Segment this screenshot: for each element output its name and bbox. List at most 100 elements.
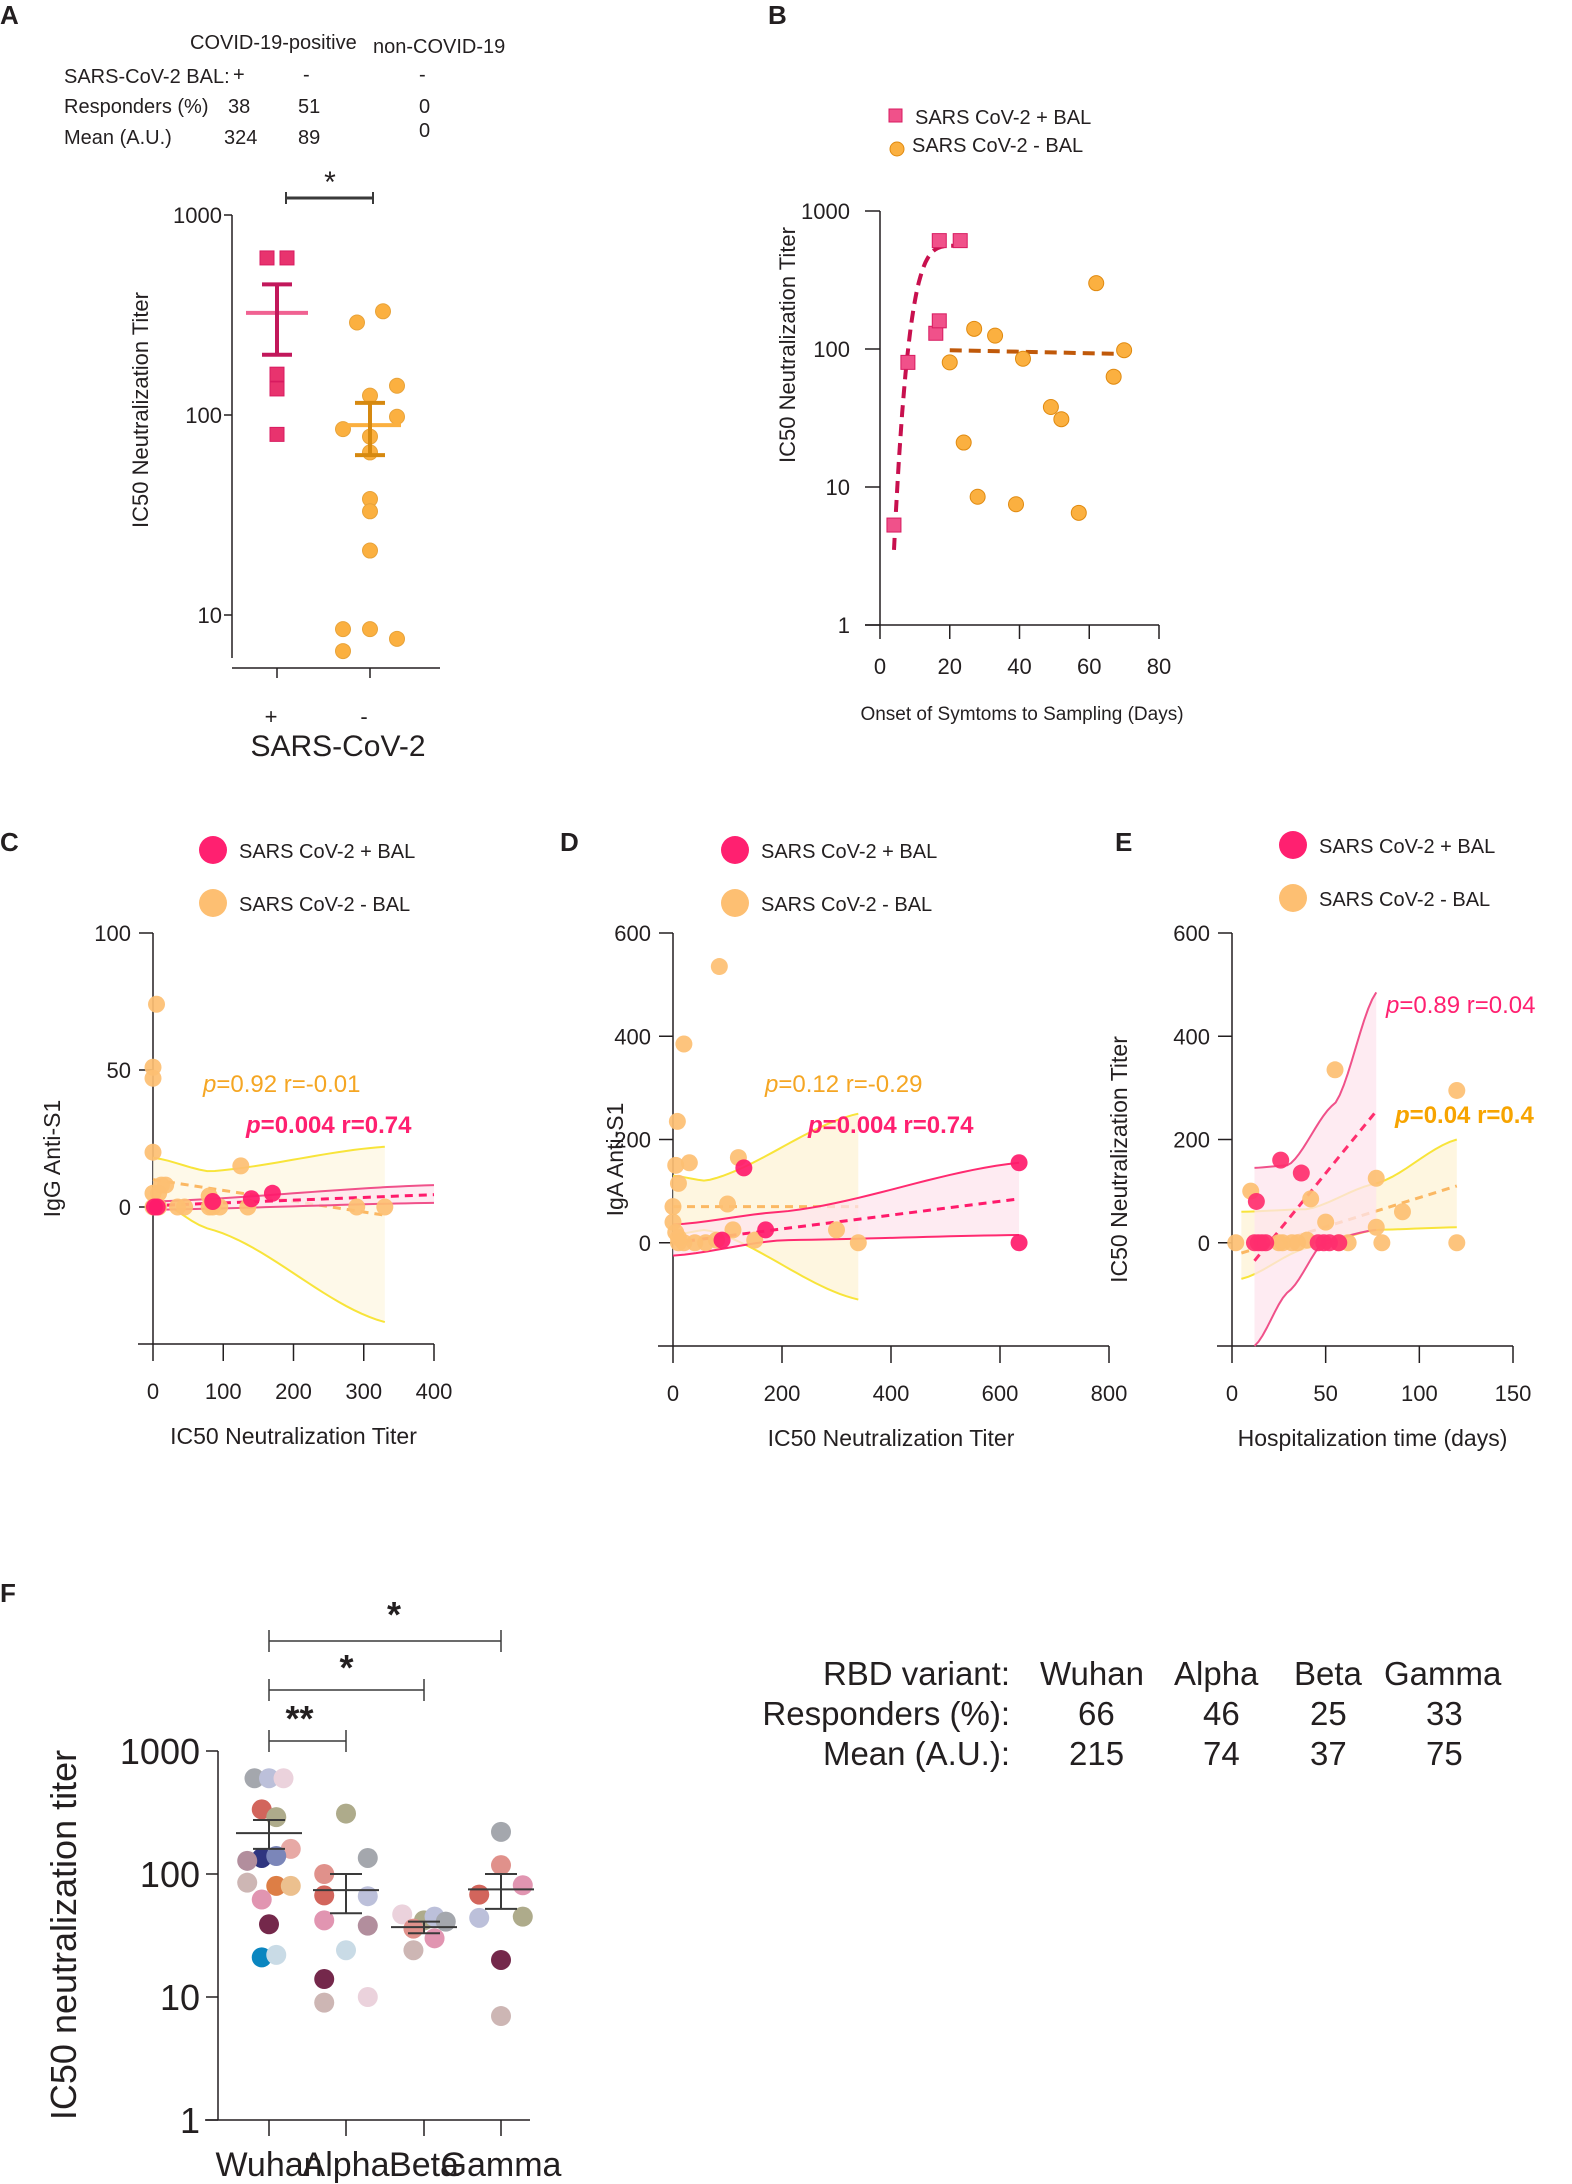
y-tick-label: 1000: [173, 203, 222, 228]
data-point: [512, 1875, 533, 1896]
data-point-square: [931, 313, 947, 329]
stat-values: =0.04 r=0.4: [1410, 1102, 1535, 1129]
y-tick-label: 200: [1173, 1128, 1210, 1153]
data-point-circle: [375, 303, 391, 320]
x-tick-label: 200: [764, 1381, 801, 1406]
cell-mean-gamma: 75: [1426, 1735, 1463, 1772]
data-point: [314, 1864, 335, 1884]
ci-upper-line: [1254, 991, 1378, 1169]
data-point: [204, 1193, 222, 1211]
y-tick-label: 400: [1173, 1024, 1210, 1049]
cell-responders-wuhan: 66: [1078, 1695, 1115, 1732]
data-point: [1367, 1218, 1385, 1236]
ci-lower-line: [672, 1234, 1020, 1257]
data-point-circle: [362, 621, 378, 638]
x-tick-label: 20: [938, 654, 962, 679]
stat-values: =0.12 r=-0.29: [778, 1071, 922, 1098]
data-point-circle: [955, 434, 972, 451]
y-tick-label: 100: [140, 1854, 200, 1895]
data-point: [664, 1198, 682, 1216]
y-axis-label: IgA Anti-S1: [602, 1103, 628, 1217]
data-point: [512, 1906, 533, 1927]
group-header-non-covid: non-COVID-19: [373, 36, 506, 58]
data-point: [669, 1229, 687, 1247]
x-tick-label: Gamma: [441, 2146, 562, 2184]
x-axis-label: SARS-CoV-2: [250, 730, 425, 763]
fit-curve: [949, 348, 1125, 356]
legend-marker-negative: [721, 889, 749, 917]
data-point: [148, 995, 166, 1013]
data-point: [491, 1855, 511, 1876]
data-point-circle: [335, 621, 351, 638]
data-point-square: [269, 366, 285, 382]
x-tick-label: 0: [667, 1381, 679, 1406]
data-point: [1227, 1234, 1245, 1252]
legend-marker-positive: [721, 836, 749, 864]
data-point: [1448, 1081, 1466, 1099]
data-point: [668, 1112, 686, 1130]
panel-letter-f: F: [0, 1578, 16, 1608]
x-tick-label: 400: [416, 1379, 453, 1404]
data-point: [244, 1768, 265, 1789]
panel-letter-e: E: [1115, 827, 1133, 857]
y-tick-label: 10: [198, 603, 222, 628]
variant-header-wuhan: Wuhan: [1040, 1655, 1144, 1692]
y-tick-label: 1: [180, 2100, 200, 2141]
stat-annotation: p=0.04 r=0.4: [1394, 1102, 1534, 1129]
data-point-circle: [1014, 350, 1031, 367]
ci-upper-line: [672, 1112, 859, 1182]
y-tick-label: 10: [160, 1977, 200, 2018]
x-axis-label: Onset of Symtoms to Sampling (Days): [860, 704, 1183, 725]
panel-letter-c: C: [0, 827, 19, 857]
data-point: [669, 1174, 687, 1192]
y-axis-label: IC50 Neutralization Titer: [128, 292, 153, 528]
data-point-circle: [1116, 342, 1133, 359]
regression-line: [152, 1193, 435, 1208]
cell-mean-non: 0: [419, 120, 431, 142]
y-axis-label: IC50 neutralization titer: [43, 1750, 84, 2120]
data-point: [376, 1198, 394, 1216]
y-tick-label: 50: [107, 1058, 131, 1083]
x-tick-label: 50: [1313, 1381, 1337, 1406]
x-tick-label: 200: [275, 1379, 312, 1404]
data-point-square: [886, 517, 902, 533]
confidence-band: [153, 1146, 385, 1323]
variant-header-gamma: Gamma: [1384, 1655, 1502, 1692]
y-tick-label: 200: [614, 1128, 651, 1153]
y-axis-label: IC50 Neutralization Titer: [775, 227, 800, 463]
data-point: [232, 1157, 250, 1175]
data-point-circle: [1008, 496, 1025, 513]
data-point: [237, 1850, 258, 1871]
data-point: [176, 1198, 194, 1216]
x-tick-label: 80: [1147, 654, 1171, 679]
stat-values: =0.004 r=0.74: [261, 1112, 412, 1139]
data-point-circle: [335, 643, 351, 660]
x-tick-label: 800: [1091, 1381, 1128, 1406]
data-point-circle: [966, 320, 983, 337]
data-point: [259, 1768, 279, 1789]
chart-panel-a: 10 100 1000 + -SARS-CoV-2 IC50 Neutralization…: [128, 166, 440, 763]
legend-label: SARS CoV-2 + BAL: [1319, 836, 1495, 858]
data-point-circle: [389, 630, 405, 647]
data-point: [251, 1889, 272, 1910]
stat-values: =0.89 r=0.04: [1399, 992, 1535, 1019]
y-tick-label: 1000: [120, 1731, 200, 1772]
x-tick-label: 300: [345, 1379, 382, 1404]
panel-letter-b: B: [768, 0, 787, 30]
data-point: [828, 1221, 845, 1239]
data-point: [675, 1035, 693, 1053]
legend-marker-circle: [889, 141, 905, 157]
data-point-circle: [389, 377, 405, 394]
data-point: [237, 1872, 258, 1893]
ci-upper-line: [152, 1184, 435, 1203]
y-tick-label: 600: [614, 921, 651, 946]
x-tick-label: Beta: [389, 2146, 459, 2184]
data-point: [263, 1184, 281, 1202]
data-point: [314, 1969, 335, 1990]
data-point: [1292, 1164, 1310, 1182]
chart-panel-d: SARS CoV-2 + BAL SARS CoV-2 - BAL 0 200 400 6…: [602, 836, 1127, 1451]
data-point-circle: [941, 354, 958, 371]
stat-values: =0.92 r=-0.01: [216, 1071, 360, 1098]
y-tick-label: 600: [1173, 921, 1210, 946]
